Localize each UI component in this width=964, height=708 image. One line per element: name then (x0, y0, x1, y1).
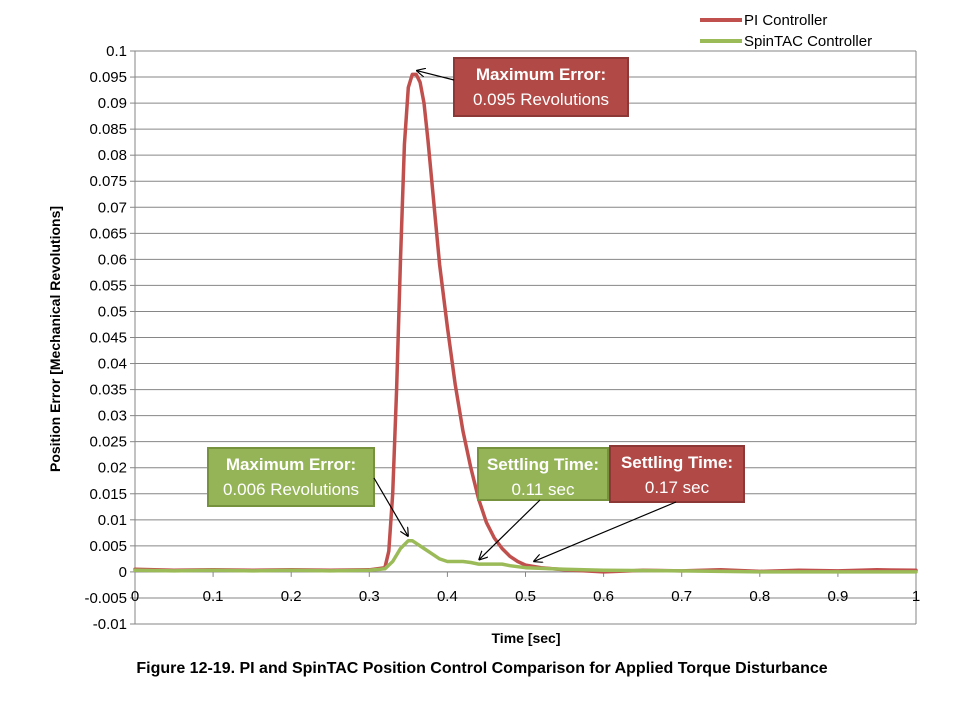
x-tick-label-9: 0.9 (827, 588, 848, 605)
annotation-box-3 (609, 445, 745, 503)
x-tick-label-7: 0.7 (671, 588, 692, 605)
annotation-value-3: 0.17 sec (645, 478, 710, 497)
gridlines (135, 50, 916, 625)
annotation-value-0: 0.095 Revolutions (473, 90, 609, 109)
annotation-arrow-3 (533, 501, 677, 562)
annotation-2: Settling Time: 0.11 sec (477, 447, 609, 560)
x-axis-title: Time [sec] (492, 630, 561, 646)
x-tick-label-8: 0.8 (749, 588, 770, 605)
series-lines (133, 72, 918, 574)
y-tick-label-14: 0.03 (98, 408, 127, 425)
y-tick-label-5: 0.075 (89, 173, 127, 190)
y-tick-label-6: 0.07 (98, 199, 127, 216)
y-tick-label-9: 0.055 (89, 277, 127, 294)
y-tick-label-15: 0.025 (89, 434, 127, 451)
y-tick-labels: 0.1 0.095 0.09 0.085 0.08 0.075 0.07 0.065 0.06 0… (84, 43, 127, 633)
annotation-arrow-2 (479, 499, 541, 560)
x-tick-labels: 0 0.1 0.2 0.3 0.4 0.5 0.6 0.7 0.8 0.9 1 (131, 588, 920, 605)
chart-svg: 0.1 0.095 0.09 0.085 0.08 0.075 0.07 0.065 0.06 0… (47, 12, 920, 646)
series-line-1 (133, 538, 918, 574)
annotation-arrow-0 (416, 70, 455, 81)
annotation-title-1: Maximum Error: (226, 455, 356, 474)
y-tick-label-2: 0.09 (98, 95, 127, 112)
annotation-arrow-1 (373, 477, 408, 537)
y-tick-label-3: 0.085 (89, 121, 127, 138)
x-tick-label-3: 0.3 (359, 588, 380, 605)
legend: PI Controller SpinTAC Controller (700, 12, 872, 50)
x-tick-label-4: 0.4 (437, 588, 458, 605)
y-tick-label-22: -0.01 (93, 616, 127, 633)
y-tick-label-4: 0.08 (98, 147, 127, 164)
y-tick-label-12: 0.04 (98, 356, 127, 373)
legend-label-0: PI Controller (744, 12, 827, 29)
x-tick-label-10: 1 (912, 588, 920, 605)
annotation-value-1: 0.006 Revolutions (223, 480, 359, 499)
y-axis-title: Position Error [Mechanical Revolutions] (47, 206, 63, 472)
annotation-3: Settling Time: 0.17 sec (533, 445, 745, 562)
legend-label-1: SpinTAC Controller (744, 33, 872, 50)
y-tick-label-11: 0.045 (89, 330, 127, 347)
figure-caption: Figure 12-19. PI and SpinTAC Position Co… (136, 660, 828, 677)
x-tick-label-1: 0.1 (203, 588, 224, 605)
annotation-value-2: 0.11 sec (511, 480, 575, 499)
y-tick-label-21: -0.005 (84, 590, 127, 607)
x-tick-label-5: 0.5 (515, 588, 536, 605)
y-tick-label-18: 0.01 (98, 512, 127, 529)
y-tick-label-19: 0.005 (89, 538, 127, 555)
y-tick-label-10: 0.05 (98, 303, 127, 320)
annotation-box-0 (453, 57, 629, 117)
y-tick-label-20: 0 (119, 564, 127, 581)
x-tick-label-2: 0.2 (281, 588, 302, 605)
y-tick-label-0: 0.1 (106, 43, 127, 60)
annotation-box-2 (477, 447, 609, 501)
annotation-title-2: Settling Time: (487, 455, 599, 474)
x-tick-label-6: 0.6 (593, 588, 614, 605)
y-tick-label-13: 0.035 (89, 382, 127, 399)
annotation-box-1 (207, 447, 375, 507)
y-tick-label-1: 0.095 (89, 69, 127, 86)
annotation-title-3: Settling Time: (621, 453, 733, 472)
y-tick-label-8: 0.06 (98, 251, 127, 268)
annotation-title-0: Maximum Error: (476, 65, 606, 84)
y-tick-label-16: 0.02 (98, 460, 127, 477)
y-tick-label-7: 0.065 (89, 225, 127, 242)
x-tick-label-0: 0 (131, 588, 139, 605)
y-tick-label-17: 0.015 (89, 486, 127, 503)
annotation-1: Maximum Error: 0.006 Revolutions (207, 447, 408, 537)
annotation-0: Maximum Error: 0.095 Revolutions (416, 57, 629, 117)
